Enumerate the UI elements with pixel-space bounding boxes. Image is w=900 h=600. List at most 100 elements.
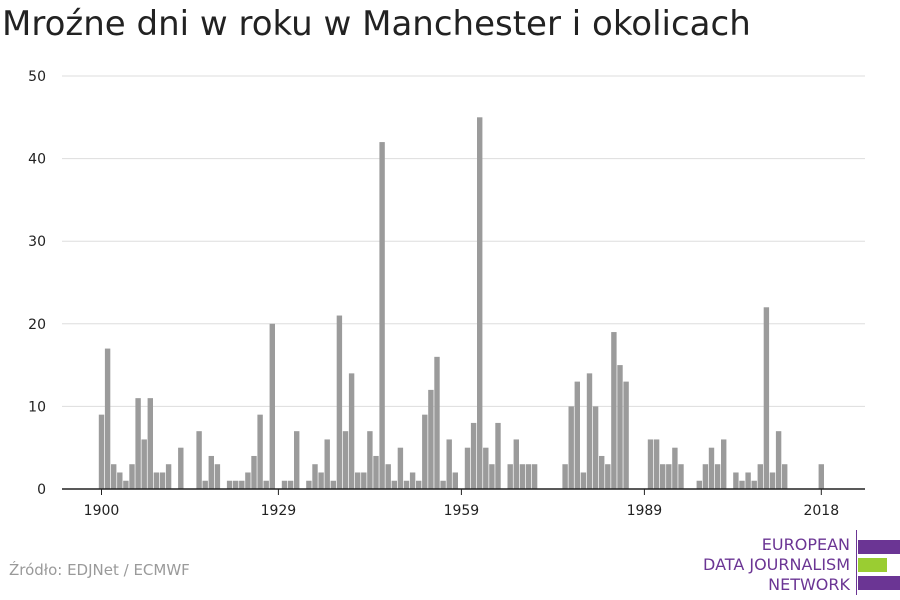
bar-1938: [330, 480, 336, 489]
bar-2009: [763, 307, 770, 489]
bar-1950: [403, 480, 410, 489]
source-note: Źródło: EDJNet / ECMWF: [9, 561, 190, 579]
bar-1980: [586, 373, 593, 489]
bar-1934: [306, 480, 312, 489]
bar-1927: [263, 480, 269, 489]
bar-1911: [165, 464, 172, 489]
bar-1971: [531, 464, 538, 489]
bar-2001: [714, 464, 721, 489]
x-axis-ticks: 1900 1929 1959 1989 2018: [84, 489, 839, 519]
bar-1955: [434, 356, 440, 489]
bar-1983: [605, 464, 611, 489]
bar-1919: [214, 464, 221, 489]
bar-1969: [519, 464, 526, 489]
bar-1921: [226, 480, 233, 489]
bar-2008: [757, 464, 763, 489]
logo-text: EUROPEAN DATA JOURNALISM NETWORK: [703, 535, 850, 595]
bar-1907: [141, 439, 147, 489]
y-tick-label: 40: [28, 152, 46, 168]
bar-1951: [409, 472, 416, 489]
gridlines: [62, 75, 865, 407]
bar-1924: [245, 472, 251, 489]
bar-1900: [98, 414, 105, 489]
x-tick-label: 1929: [261, 503, 297, 519]
bar-1968: [513, 439, 519, 489]
bars: [98, 117, 824, 490]
y-tick-label: 20: [28, 317, 46, 333]
bar-1917: [202, 480, 208, 489]
bar-2002: [721, 439, 727, 489]
bar-1931: [287, 480, 294, 489]
bar-1977: [568, 406, 574, 489]
bar-1981: [592, 406, 599, 489]
bar-1901: [104, 348, 111, 489]
bar-1906: [135, 398, 141, 489]
bar-1976: [562, 464, 568, 489]
x-tick-label: 1989: [627, 503, 663, 519]
bar-1984: [611, 332, 617, 489]
bar-1970: [525, 464, 532, 489]
chart-title: Mroźne dni w roku w Manchester i okolica…: [2, 4, 751, 44]
x-tick-label: 1959: [444, 503, 480, 519]
bar-1930: [281, 480, 288, 489]
bar-1910: [159, 472, 166, 489]
bar-1937: [324, 439, 330, 489]
bar-1945: [373, 455, 379, 489]
bar-1967: [507, 464, 513, 489]
bar-1949: [397, 447, 404, 489]
bar-1953: [422, 414, 428, 489]
logo-bar-middle: [858, 558, 887, 572]
y-tick-label: 0: [37, 482, 46, 498]
bar-1909: [153, 472, 160, 489]
bar-1982: [599, 455, 605, 489]
bar-2012: [782, 464, 788, 489]
x-tick-label: 1900: [84, 503, 120, 519]
logo-bar-top: [858, 540, 900, 554]
bar-1978: [574, 381, 580, 489]
bar-1998: [696, 480, 702, 489]
bar-1961: [470, 422, 477, 489]
bar-1943: [361, 472, 367, 489]
bar-1923: [239, 480, 245, 489]
bar-1946: [379, 142, 385, 489]
bar-1993: [666, 464, 672, 489]
bar-1992: [660, 464, 666, 489]
bar-1947: [385, 464, 391, 489]
bar-2005: [739, 480, 745, 489]
y-tick-label: 10: [28, 399, 46, 415]
bar-1956: [440, 480, 446, 489]
bar-1999: [702, 464, 709, 489]
logo-bar-bottom: [858, 576, 900, 590]
bar-1916: [196, 431, 202, 489]
bar-1995: [678, 464, 684, 489]
bar-1957: [446, 439, 452, 489]
bar-1964: [489, 464, 495, 489]
y-tick-label: 50: [28, 69, 46, 85]
bar-2010: [769, 472, 776, 489]
bar-2004: [733, 472, 739, 489]
bar-1962: [477, 117, 483, 490]
bar-1963: [483, 447, 489, 489]
bar-1926: [257, 414, 263, 489]
bar-1985: [617, 365, 623, 489]
bar-1905: [129, 464, 135, 489]
edjnet-logo: EUROPEAN DATA JOURNALISM NETWORK: [690, 530, 900, 595]
bar-1948: [391, 480, 397, 489]
bar-1991: [653, 439, 660, 489]
bar-1941: [348, 373, 355, 489]
bar-1942: [355, 472, 361, 489]
bar-1954: [428, 389, 434, 489]
bar-1903: [117, 472, 123, 489]
bar-1965: [495, 422, 501, 489]
logo-line-1: EUROPEAN: [761, 535, 850, 554]
bar-1904: [123, 480, 129, 489]
bar-1958: [452, 472, 458, 489]
bar-1918: [208, 455, 214, 489]
bar-1940: [342, 431, 349, 489]
bar-1908: [147, 398, 153, 489]
logo-line-2: DATA JOURNALISM: [703, 555, 850, 574]
bar-2018: [818, 464, 824, 489]
bar-1939: [336, 315, 343, 489]
bar-1952: [416, 480, 422, 489]
